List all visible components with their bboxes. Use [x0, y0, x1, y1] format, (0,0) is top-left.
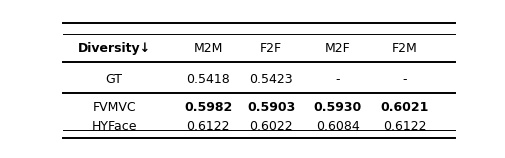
Text: 0.6122: 0.6122	[186, 119, 230, 133]
Text: -: -	[335, 73, 339, 86]
Text: GT: GT	[106, 73, 123, 86]
Text: 0.6021: 0.6021	[379, 101, 428, 114]
Text: M2F: M2F	[324, 42, 350, 55]
Text: 0.6084: 0.6084	[315, 119, 359, 133]
Text: Diversity↓: Diversity↓	[77, 42, 150, 55]
Text: FVMVC: FVMVC	[92, 101, 136, 114]
Text: 0.5930: 0.5930	[313, 101, 361, 114]
Text: HYFace: HYFace	[91, 119, 137, 133]
Text: 0.6022: 0.6022	[249, 119, 292, 133]
Text: 0.5418: 0.5418	[186, 73, 230, 86]
Text: 0.5903: 0.5903	[246, 101, 294, 114]
Text: M2M: M2M	[193, 42, 223, 55]
Text: F2F: F2F	[260, 42, 282, 55]
Text: F2M: F2M	[391, 42, 417, 55]
Text: -: -	[401, 73, 406, 86]
Text: 0.5982: 0.5982	[184, 101, 232, 114]
Text: 0.6122: 0.6122	[382, 119, 425, 133]
Text: 0.5423: 0.5423	[249, 73, 292, 86]
